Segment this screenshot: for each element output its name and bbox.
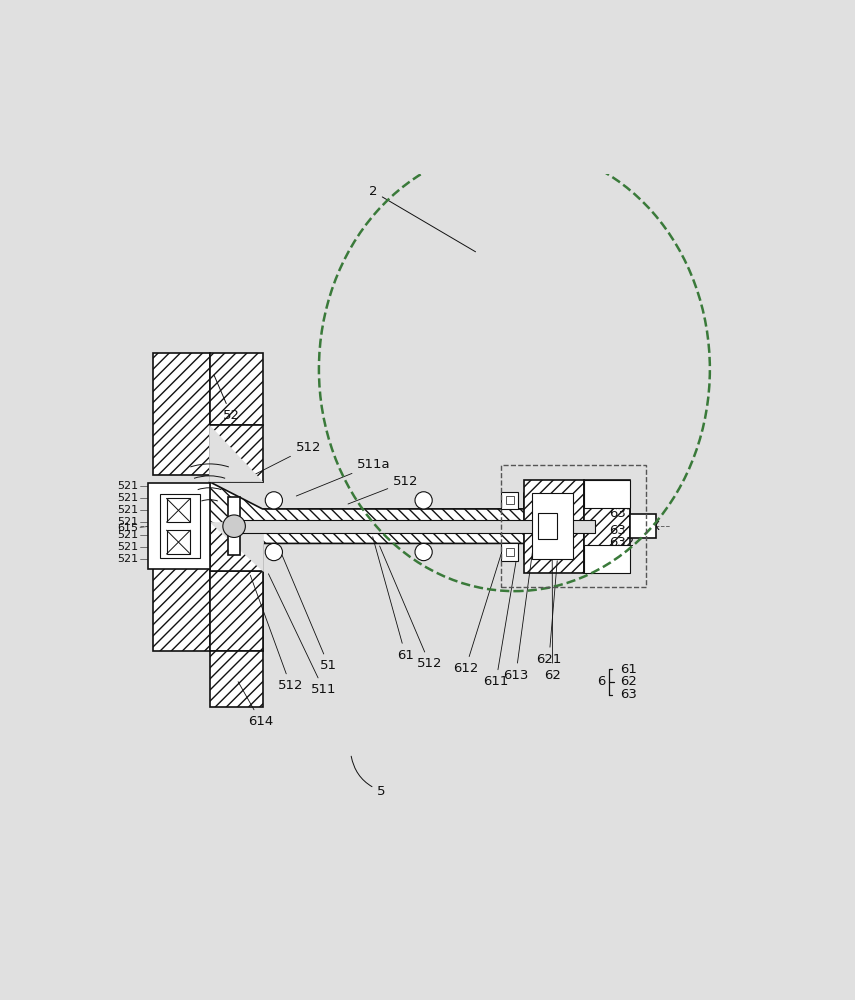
Text: 511a: 511a xyxy=(297,458,391,496)
Bar xyxy=(160,494,200,558)
Bar xyxy=(234,520,595,533)
Text: X: X xyxy=(650,520,659,533)
Text: 5: 5 xyxy=(351,756,386,798)
Text: 63: 63 xyxy=(621,688,637,701)
Bar xyxy=(228,497,240,555)
Bar xyxy=(506,548,514,556)
Text: 61: 61 xyxy=(373,537,414,662)
Polygon shape xyxy=(209,353,262,425)
Text: 521: 521 xyxy=(117,481,139,491)
Bar xyxy=(501,492,518,509)
Text: 613: 613 xyxy=(503,546,534,682)
Bar xyxy=(209,651,262,707)
Polygon shape xyxy=(209,522,262,571)
Text: 512: 512 xyxy=(348,475,419,504)
Text: 631: 631 xyxy=(609,507,634,520)
Bar xyxy=(584,480,630,573)
Text: 632: 632 xyxy=(609,536,634,549)
Bar xyxy=(506,496,514,504)
Text: 621: 621 xyxy=(536,561,562,666)
Text: 2: 2 xyxy=(369,185,475,252)
Text: 521: 521 xyxy=(117,493,139,503)
Text: 512: 512 xyxy=(380,546,443,670)
Text: 614: 614 xyxy=(239,682,274,728)
Text: 612: 612 xyxy=(453,546,504,675)
Bar xyxy=(533,493,574,559)
Text: 51: 51 xyxy=(281,554,337,672)
Polygon shape xyxy=(209,425,262,482)
Bar xyxy=(153,528,209,651)
Text: 512: 512 xyxy=(251,575,304,692)
Text: 521: 521 xyxy=(117,530,139,540)
Text: 512: 512 xyxy=(252,441,321,476)
Text: 521: 521 xyxy=(117,554,139,564)
Bar xyxy=(584,480,630,508)
Bar xyxy=(167,498,191,522)
Text: 62: 62 xyxy=(621,675,637,688)
Text: 62: 62 xyxy=(544,548,561,682)
Text: 6: 6 xyxy=(598,675,606,688)
Bar xyxy=(501,465,646,587)
Bar xyxy=(148,483,209,569)
Circle shape xyxy=(223,515,245,537)
Text: 63: 63 xyxy=(609,524,626,537)
Bar xyxy=(501,543,518,561)
Bar xyxy=(538,513,557,539)
Polygon shape xyxy=(209,571,262,651)
Bar xyxy=(630,514,656,538)
Text: 511: 511 xyxy=(268,574,337,696)
Circle shape xyxy=(415,543,433,561)
Circle shape xyxy=(265,543,282,561)
Polygon shape xyxy=(209,425,262,482)
Text: 521: 521 xyxy=(117,517,139,527)
Circle shape xyxy=(415,492,433,509)
Text: W: W xyxy=(603,493,616,506)
Bar xyxy=(584,545,630,573)
Text: 615: 615 xyxy=(118,523,139,533)
Text: 521: 521 xyxy=(117,542,139,552)
Polygon shape xyxy=(209,522,262,571)
Text: 52: 52 xyxy=(214,375,240,422)
Bar xyxy=(153,353,209,475)
Bar xyxy=(524,480,584,573)
Bar xyxy=(167,530,191,554)
Text: 611: 611 xyxy=(483,546,519,688)
Circle shape xyxy=(265,492,282,509)
Text: 521: 521 xyxy=(117,505,139,515)
Text: 61: 61 xyxy=(621,663,637,676)
Polygon shape xyxy=(209,482,524,543)
